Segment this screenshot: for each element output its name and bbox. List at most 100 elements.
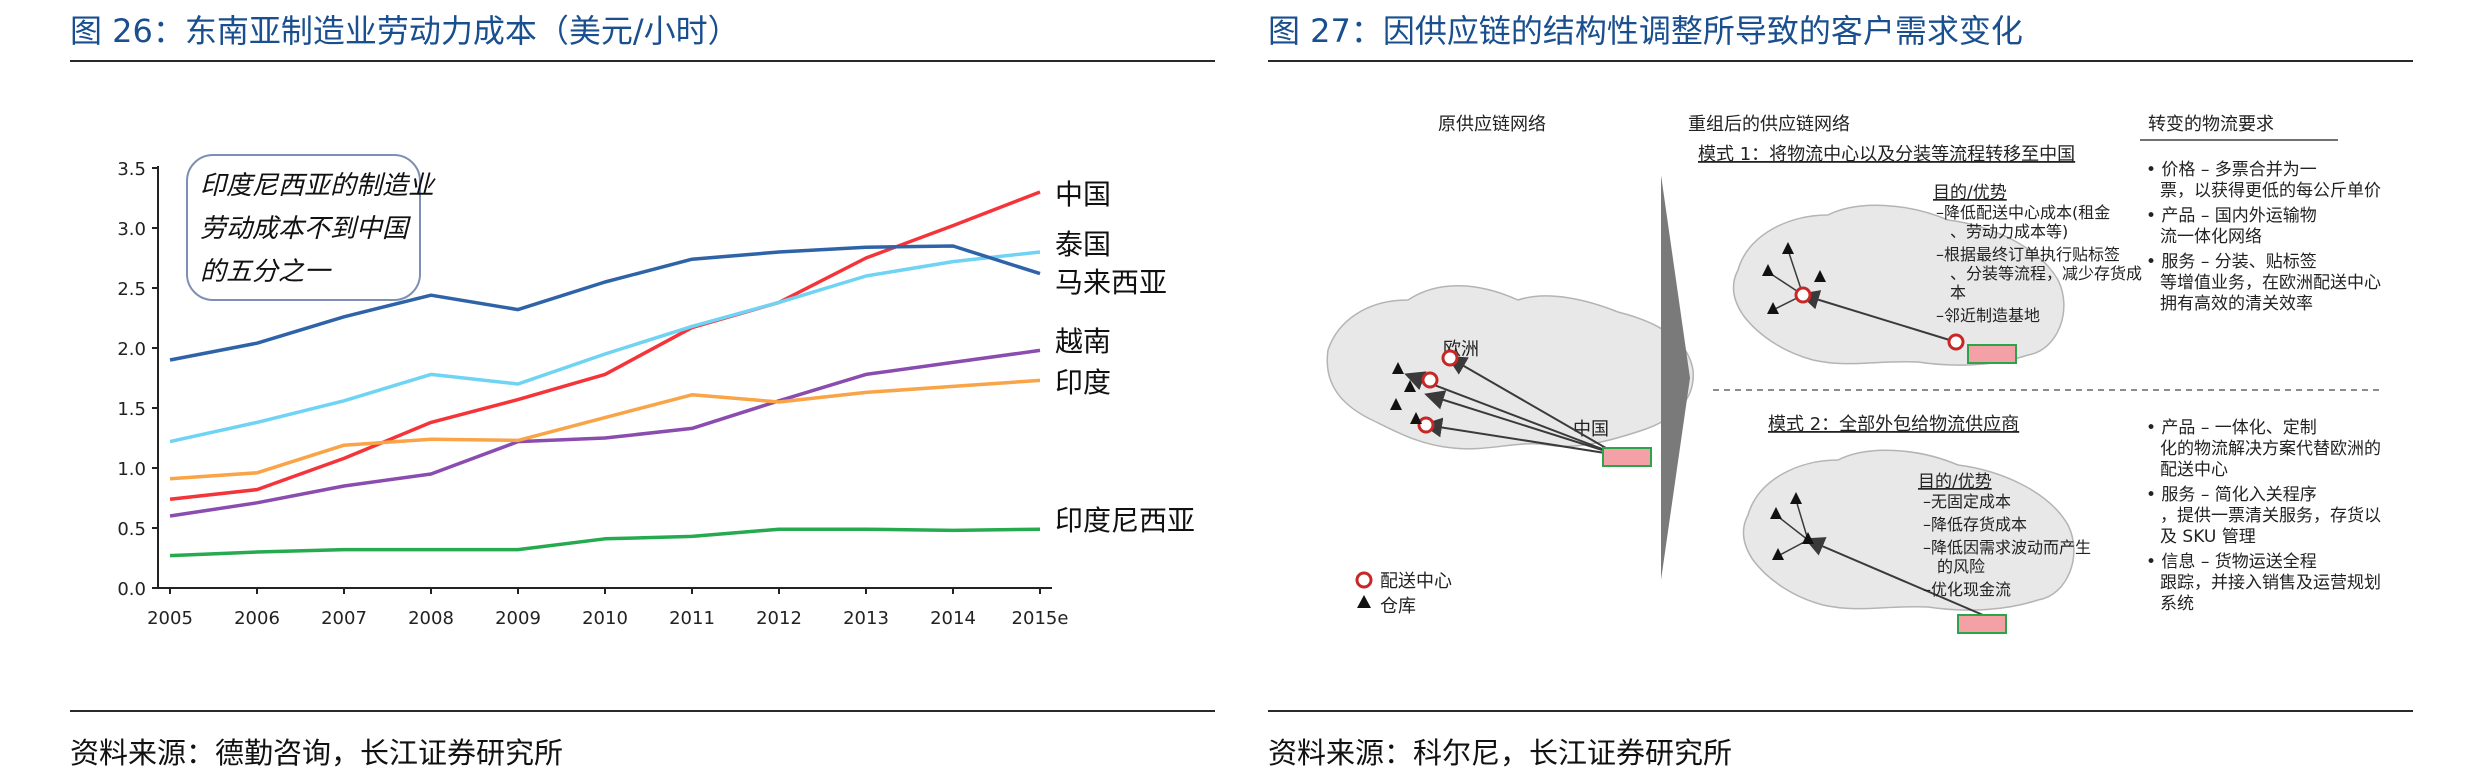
bottom-rule (70, 710, 1215, 712)
figure-27-title: 图 27：因供应链的结构性调整所导致的客户需求变化 (1268, 12, 2023, 50)
series-line (169, 348, 1041, 518)
mode-1-purpose-list: –降低配送中心成本(租金、劳动力成本等) –根据最终订单执行贴标签、分装等流程，减… (1936, 203, 2142, 325)
annotation-text-line-1: 印度尼西亚的制造业 (200, 171, 436, 201)
warehouse-marker (1762, 264, 1774, 276)
factory-icon (1967, 344, 2017, 364)
series-label: 越南 (1055, 325, 1111, 358)
series-label: 中国 (1055, 178, 1111, 211)
y-tick-label: 1.5 (117, 399, 146, 420)
annotation-text-line-3: 的五分之一 (200, 257, 332, 287)
series-line (169, 244, 1041, 362)
legend-warehouse-icon (1357, 595, 1371, 608)
factory-icon (1602, 447, 1652, 467)
eurasia-map-shape (1742, 449, 2075, 611)
original-network-label: 原供应链网络 (1438, 114, 1546, 135)
mode-2-purpose-item: 的风险 (1937, 557, 1985, 576)
warehouse-marker (1772, 548, 1784, 560)
mode-1-requirement-item: 票，以获得更低的每公斤单价 (2160, 181, 2381, 201)
x-tick-label: 2008 (408, 608, 454, 629)
mode-1-map (1732, 204, 2065, 366)
mode-2-purpose-item: –降低存货成本 (1923, 515, 2027, 534)
mode-2-requirement-item: 化的物流解决方案代替欧洲的 (2160, 439, 2381, 459)
mode-2-map (1742, 449, 2075, 634)
mode-2-requirement-item: 配送中心 (2160, 460, 2228, 480)
y-tick-label: 3.5 (117, 159, 146, 180)
mode-1-purpose-item: 本 (1950, 283, 1966, 302)
series-label: 泰国 (1055, 228, 1111, 261)
flow-arrow (1424, 390, 1619, 456)
y-tick-label: 3.0 (117, 219, 146, 240)
top-rule (1268, 60, 2413, 62)
annotation-text-line-2: 劳动成本不到中国 (200, 214, 411, 244)
mode-1-purpose-item: –邻近制造基地 (1936, 306, 2040, 325)
flow-arrow (1422, 417, 1619, 456)
distribution-center-marker (1441, 349, 1459, 367)
mode-1-purpose-item: 、劳动力成本等) (1950, 222, 2068, 241)
x-tick-label: 2013 (843, 608, 889, 629)
warehouse-marker (1390, 398, 1402, 410)
distribution-center-marker (1794, 286, 1812, 304)
flow-arrow (1804, 537, 1984, 616)
mode-2-requirement-item: 及 SKU 管理 (2160, 527, 2256, 547)
x-tick-label: 2009 (495, 608, 541, 629)
legend-warehouse-label: 仓库 (1380, 596, 1416, 617)
right-figure: 图 27：因供应链的结构性调整所导致的客户需求变化 原供应链网络 重组后的供应链… (1268, 0, 2413, 784)
y-tick-label: 0.0 (117, 579, 146, 600)
mode-1-requirement-item: 等增值业务，在欧洲配送中心 (2160, 273, 2381, 293)
left-figure: 图 26：东南亚制造业劳动力成本（美元/小时） 0.0 0.5 1.0 1.5 2.0 2… (70, 0, 1215, 784)
factory-icon (1957, 614, 2007, 634)
flow-arrow (1404, 371, 1619, 456)
series-label: 印度尼西亚 (1055, 504, 1195, 537)
mode-2-title: 模式 2：全部外包给物流供应商 (1768, 414, 2019, 435)
y-tick-label: 1.0 (117, 459, 146, 480)
eurasia-map-shape (1732, 204, 2065, 366)
mode-1-requirement-item: 拥有高效的清关效率 (2160, 294, 2313, 314)
x-tick-label: 2011 (669, 608, 715, 629)
mode-1-purpose-item: –根据最终订单执行贴标签 (1936, 245, 2120, 264)
x-tick-label: 2010 (582, 608, 628, 629)
mode-1-title: 模式 1：将物流中心以及分装等流程转移至中国 (1698, 144, 2075, 165)
legend-distribution-center-label: 配送中心 (1380, 571, 1452, 592)
warehouse-marker (1782, 242, 1794, 254)
mode-2-purpose-title: 目的/优势 (1918, 472, 1992, 492)
original-network-map: 欧洲 中国 (1326, 285, 1694, 467)
labor-cost-line-chart: 0.0 0.5 1.0 1.5 2.0 2.5 3.0 3.5 2005 2006 2007 2008… (117, 154, 1195, 629)
series-line (169, 250, 1041, 444)
mode-1-purpose-title: 目的/优势 (1933, 183, 2007, 203)
figure-26-title: 图 26：东南亚制造业劳动力成本（美元/小时） (70, 12, 740, 50)
x-tick-label: 2015e (1012, 608, 1069, 629)
x-tick-label: 2014 (930, 608, 976, 629)
mode-1-requirement-item: 流一体化网络 (2160, 227, 2262, 247)
warehouse-marker (1814, 270, 1826, 282)
flow-arrow (1775, 514, 1809, 541)
x-tick-label: 2005 (147, 608, 193, 629)
mode-1-requirement-item: • 产品 – 国内外运输物 (2146, 206, 2317, 226)
series-label: 马来西亚 (1055, 266, 1167, 299)
distribution-center-marker (1421, 371, 1439, 389)
flow-arrow (1446, 355, 1619, 456)
china-label: 中国 (1573, 419, 1609, 440)
eurasia-map-shape (1326, 285, 1694, 450)
restructured-network-label: 重组后的供应链网络 (1688, 114, 1850, 135)
bottom-rule (1268, 710, 2413, 712)
mode-2-purpose-item: –降低因需求波动而产生 (1923, 538, 2091, 557)
x-tick-label: 2007 (321, 608, 367, 629)
y-tick-label: 0.5 (117, 519, 146, 540)
mode-2-requirement-item: 跟踪，并接入销售及运营规划 (2160, 573, 2381, 593)
warehouse-marker (1392, 362, 1404, 374)
requirements-header: 转变的物流要求 (2148, 114, 2274, 135)
x-tick-label: 2012 (756, 608, 802, 629)
warehouse-marker (1767, 302, 1779, 314)
mode-2-purpose-item: –优化现金流 (1923, 580, 2011, 599)
annotation-box (186, 154, 421, 301)
mode-1-purpose-item: 、分装等流程，减少存货成 (1950, 264, 2142, 283)
mode-1-requirement-item: • 服务 – 分装、贴标签 (2146, 252, 2317, 272)
series-line (169, 527, 1041, 558)
flow-arrow (1795, 499, 1809, 541)
legend-distribution-center-icon (1355, 571, 1373, 589)
warehouse-marker (1410, 412, 1422, 424)
distribution-center-marker (1417, 416, 1435, 434)
mode-2-requirement-item: • 服务 – 简化入关程序 (2146, 485, 2317, 505)
